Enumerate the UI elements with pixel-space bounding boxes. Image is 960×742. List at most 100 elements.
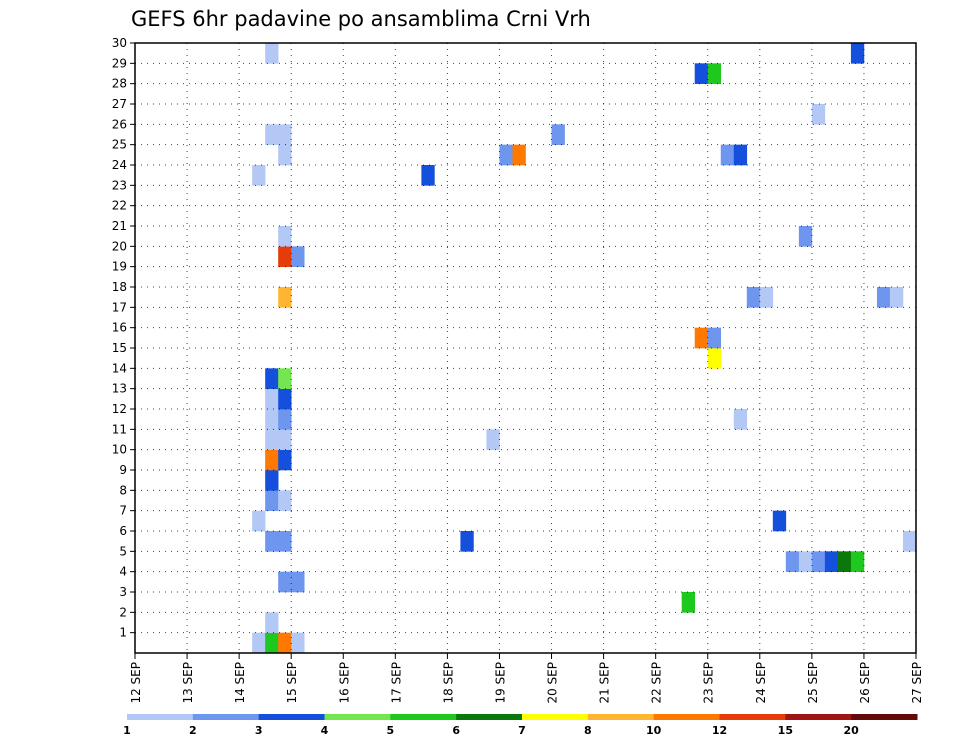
colorbar-segment <box>653 714 720 720</box>
y-tick-label: 13 <box>112 382 127 396</box>
precip-cell <box>486 429 500 450</box>
precip-cell <box>733 409 748 430</box>
x-tick-label: 18 SEP <box>441 662 455 704</box>
precip-cell <box>278 632 292 654</box>
x-tick-label: 13 SEP <box>181 662 195 704</box>
chart-title: GEFS 6hr padavine po ansamblima Crni Vrh <box>131 7 591 31</box>
colorbar-segment <box>127 714 194 720</box>
y-tick-label: 20 <box>112 239 127 253</box>
y-tick-label: 23 <box>112 178 127 192</box>
colorbar-segment <box>719 714 786 720</box>
y-tick-label: 9 <box>119 463 127 477</box>
precip-cell <box>746 287 761 308</box>
precip-cell <box>499 144 513 166</box>
colorbar-label: 15 <box>778 724 793 737</box>
precip-cell <box>694 327 709 349</box>
precip-cell <box>278 287 292 308</box>
y-tick-label: 1 <box>119 626 127 640</box>
y-tick-label: 7 <box>119 504 127 518</box>
precip-cell <box>291 571 305 593</box>
precip-cell <box>278 124 292 145</box>
x-tick-label: 17 SEP <box>389 662 403 704</box>
y-tick-label: 6 <box>119 524 127 538</box>
colorbar-label: 12 <box>712 724 727 737</box>
x-axis: 12 SEP 13 SEP 14 SEP 15 SEP 16 SEP 17 SEP 18 S… <box>129 653 924 704</box>
precip-cell <box>850 551 865 572</box>
y-tick-label: 11 <box>112 422 127 436</box>
precip-cell <box>824 551 839 572</box>
y-tick-label: 26 <box>112 117 127 131</box>
grid-lines <box>135 43 916 653</box>
precip-cell <box>252 632 266 654</box>
precip-cell <box>421 165 435 186</box>
precip-cell <box>707 348 722 369</box>
x-tick-label: 15 SEP <box>285 662 299 704</box>
precip-cell <box>876 287 891 308</box>
precip-cell <box>265 490 279 511</box>
x-tick-label: 22 SEP <box>650 662 664 704</box>
y-tick-label: 4 <box>119 565 127 579</box>
precip-cell <box>772 510 787 532</box>
precip-cell <box>291 246 305 267</box>
colorbar-segment <box>258 714 325 720</box>
precip-cell <box>278 531 292 552</box>
precip-cell <box>798 226 813 247</box>
colorbar-segment <box>785 714 852 720</box>
y-tick-label: 17 <box>112 300 127 314</box>
precip-cell <box>278 449 292 471</box>
precip-cell <box>265 632 279 654</box>
y-tick-label: 5 <box>119 544 127 558</box>
y-tick-label: 14 <box>112 361 127 375</box>
y-tick-label: 8 <box>119 483 127 497</box>
x-tick-label: 20 SEP <box>546 662 560 704</box>
precip-cell <box>265 409 279 430</box>
precip-cell <box>265 449 279 471</box>
colorbar-segment <box>522 714 589 720</box>
precip-cell <box>785 551 800 572</box>
colorbar-segment <box>192 714 260 720</box>
precip-cell <box>850 43 865 64</box>
precip-cell <box>265 470 279 491</box>
colorbar-segment <box>456 714 523 720</box>
precip-cell <box>278 226 292 247</box>
y-tick-label: 27 <box>112 97 127 111</box>
precip-cell <box>837 551 852 572</box>
y-tick-label: 24 <box>112 158 127 172</box>
precip-cell <box>265 124 279 145</box>
x-tick-label: 27 SEP <box>910 662 924 704</box>
x-tick-label: 25 SEP <box>806 662 820 704</box>
y-tick-label: 18 <box>112 280 127 294</box>
colorbar-label: 3 <box>255 724 263 737</box>
precip-cell <box>265 388 279 410</box>
precip-cell <box>902 531 917 552</box>
x-tick-label: 12 SEP <box>129 662 143 704</box>
colorbar-segment <box>324 714 391 720</box>
precip-cell <box>759 287 774 308</box>
precip-cell <box>720 144 735 166</box>
precip-cell <box>265 531 279 552</box>
x-tick-label: 23 SEP <box>702 662 716 704</box>
precip-cell <box>278 246 292 267</box>
heatmap-cells <box>252 43 917 654</box>
colorbar-label: 7 <box>518 724 526 737</box>
precip-cell <box>694 63 709 84</box>
y-tick-label: 30 <box>112 36 127 50</box>
precip-cell <box>278 571 292 593</box>
y-tick-label: 3 <box>119 585 127 599</box>
precip-cell <box>252 165 266 186</box>
precip-cell <box>252 510 266 532</box>
precip-cell <box>278 368 292 389</box>
precip-cell <box>278 490 292 511</box>
precip-cell <box>265 429 279 450</box>
colorbar-label: 1 <box>123 724 131 737</box>
x-tick-label: 26 SEP <box>858 662 872 704</box>
precip-cell <box>278 388 292 410</box>
x-tick-label: 14 SEP <box>233 662 247 704</box>
precip-cell <box>291 632 305 654</box>
x-tick-label: 24 SEP <box>754 662 768 704</box>
colorbar-segment <box>587 714 655 720</box>
colorbar: 1 2 3 4 5 6 7 8 10 12 15 20 <box>123 714 918 737</box>
y-tick-label: 10 <box>112 443 127 457</box>
colorbar-label: 6 <box>452 724 460 737</box>
